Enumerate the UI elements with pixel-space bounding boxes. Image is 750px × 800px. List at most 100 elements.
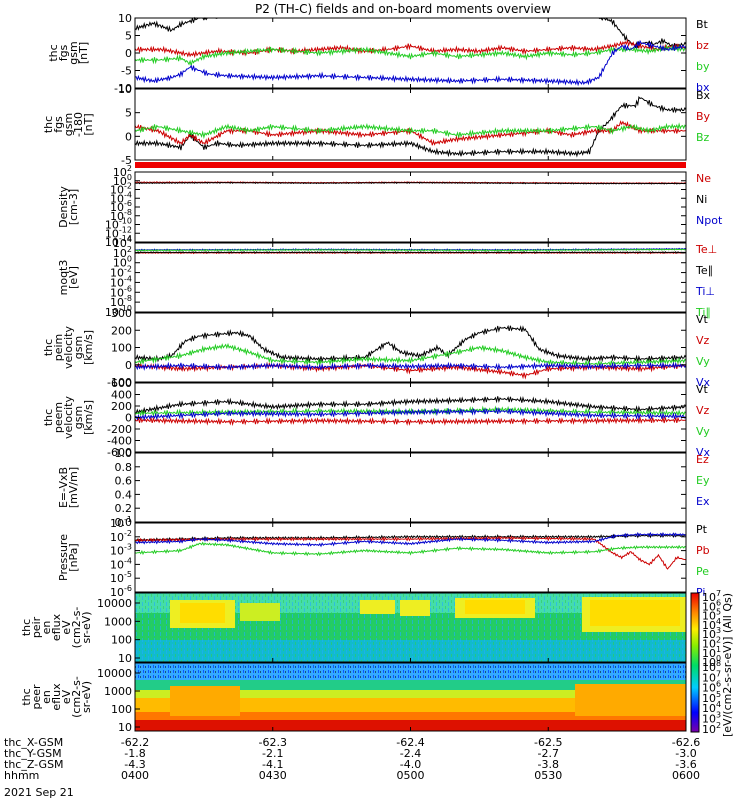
y-axis-label: (cm2-s- (70, 676, 83, 718)
colorbar-tick-label: 105 (702, 690, 721, 705)
y-tick-label: 600 (111, 377, 132, 390)
y-axis-label: gsm (72, 406, 85, 429)
legend-Bz: Bz (696, 131, 710, 144)
y-tick-label: -100 (107, 376, 132, 389)
y-tick-label: 0.6 (115, 475, 133, 488)
footer-value: -3.0 (675, 747, 696, 760)
y-tick-label: 200 (111, 324, 132, 337)
legend-Ti⊥: Ti⊥ (695, 285, 715, 298)
footer-value: -4.0 (400, 758, 421, 771)
panel-7: 10-110-210-310-410-510-6 Pressure[nPa] Pt P… (57, 515, 710, 599)
series-By (134, 120, 686, 146)
colorbar-tick-label: 108 (702, 659, 721, 674)
panel-frame (134, 452, 687, 523)
footer-value: -2.1 (262, 747, 283, 760)
colorbar-label: [eV/(cm2-s-sr-eV)] (All Qs) (721, 593, 734, 737)
y-axis-label: en (40, 690, 53, 704)
y-axis-label: thc (47, 44, 60, 61)
y-tick-label: 10-2 (110, 265, 132, 280)
footer-value: -2.7 (538, 747, 559, 760)
legend-By: By (696, 110, 711, 123)
y-axis-label: sr-eV) (80, 611, 93, 643)
y-axis-label: fgs (52, 116, 65, 133)
y-tick-label: -200 (107, 423, 132, 436)
y-tick-label: 10-2 (110, 182, 132, 197)
series-Ni (134, 181, 686, 185)
y-tick-label: 10 (118, 83, 132, 96)
y-axis-label: [km/s] (82, 330, 95, 365)
panel-frame (134, 522, 687, 593)
y-tick-label: 0 (125, 359, 132, 372)
y-tick-label: 10-4 (110, 190, 132, 205)
y-tick-label: 10-14 (105, 234, 132, 249)
y-axis-label: eV (60, 689, 73, 704)
legend-Pi: Pi (696, 586, 705, 599)
y-axis-label: eV (60, 620, 73, 635)
y-tick-label: -5 (121, 65, 132, 78)
y-tick-label: 10-1 (110, 515, 132, 530)
series-Vt (134, 324, 687, 364)
colorbar-tick-label: 102 (702, 636, 721, 651)
footer-value: -62.5 (534, 736, 562, 749)
y-tick-label: 10-4 (110, 556, 132, 571)
footer-row-label: thc_Z-GSM (4, 758, 64, 771)
y-axis-label: eflux (50, 613, 63, 641)
electron-energy-spectrogram (134, 662, 687, 732)
panel-frame (134, 88, 687, 161)
y-axis-label: gsm (67, 41, 80, 64)
series-Vy (134, 342, 687, 368)
y-tick-label: -10 (114, 82, 132, 95)
y-axis-label: (cm2-s- (70, 607, 83, 649)
footer-row-label: hhmm (4, 769, 39, 782)
ion-energy-spectrogram (134, 592, 687, 663)
colorbar-tick-label: 100 (702, 654, 721, 669)
y-axis-label: sr-eV) (80, 681, 93, 713)
y-axis-label: E=-VxB (57, 467, 70, 508)
y-tick-label: 102 (113, 164, 132, 179)
legend-Ey: Ey (696, 474, 710, 487)
y-tick-label: 10-6 (110, 284, 132, 299)
legend-Vt: Vt (696, 383, 709, 396)
legend-Vx: Vx (696, 446, 711, 459)
y-tick-label: -5 (121, 154, 132, 167)
series-Bz (134, 122, 687, 140)
plot-date: 2021 Sep 21 (4, 786, 74, 799)
y-tick-label: 10-8 (110, 294, 132, 309)
y-axis-label: thc (20, 688, 33, 705)
y-tick-label: 0 (125, 47, 132, 60)
colorbar-tick-label: 103 (702, 711, 721, 726)
legend-Vz: Vz (696, 404, 710, 417)
y-axis-label: velocity (62, 326, 75, 369)
series-Ti∥ (134, 248, 687, 252)
colorbar-tick-label: 105 (702, 608, 721, 623)
legend-Ne: Ne (696, 172, 711, 185)
y-tick-label: 10-6 (110, 199, 132, 214)
y-tick-label: 10-6 (110, 584, 132, 599)
footer-value: -62.6 (672, 736, 700, 749)
footer-value: 0530 (534, 769, 562, 782)
y-tick-label: 104 (113, 235, 132, 250)
footer-value: -62.3 (259, 736, 287, 749)
y-axis-label: gsm (72, 336, 85, 359)
y-axis-label: [cm-3] (67, 189, 80, 225)
series-bz (134, 38, 687, 59)
y-tick-label: 10-3 (110, 543, 132, 558)
colorbar-tick-label: 102 (702, 721, 721, 736)
y-tick-label: 10-5 (110, 570, 132, 585)
y-axis-label: peim (52, 334, 65, 362)
footer-value: -4.3 (124, 758, 145, 771)
colorbar-tick-label: 104 (702, 617, 721, 632)
y-axis-label: velocity (62, 396, 75, 439)
y-axis-label: [mV/m] (67, 467, 80, 508)
legend-Pe: Pe (696, 565, 709, 578)
y-axis-label: [eV] (67, 266, 80, 289)
y-axis-label: peem (52, 402, 65, 433)
legend-Vx: Vx (696, 376, 711, 389)
legend-Ti∥: Ti∥ (695, 306, 711, 319)
y-axis-label: -180 (72, 112, 85, 137)
y-tick-label: 400 (111, 389, 132, 402)
y-axis-label: thc (42, 116, 55, 133)
